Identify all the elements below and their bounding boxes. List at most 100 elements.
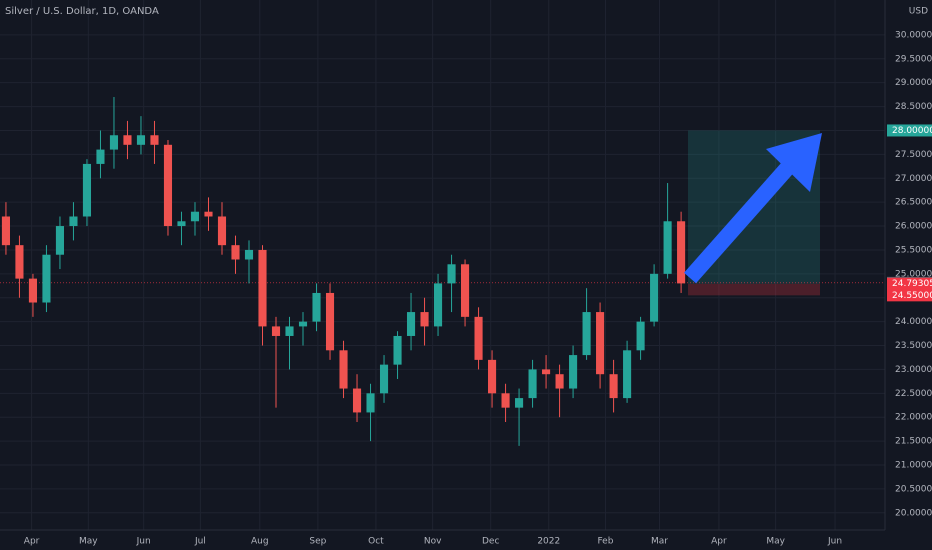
arrow-shaft [684, 159, 796, 284]
candle-body [190, 211, 200, 222]
currency-label: USD [909, 7, 928, 17]
candle-body [650, 273, 659, 322]
y-tick-label: 25.50000 [895, 245, 932, 255]
candle-body [447, 264, 456, 284]
x-tick-label: Aug [251, 537, 269, 547]
candle-body [366, 393, 375, 413]
candle-body [109, 135, 119, 150]
candle-body [339, 350, 348, 389]
candle-body [393, 335, 402, 365]
candles [1, 97, 686, 446]
candle-body [488, 359, 497, 394]
x-tick-label: 2022 [537, 537, 560, 547]
candle-body [285, 326, 294, 336]
price-label-bg [887, 277, 932, 290]
y-tick-label: 29.00000 [895, 78, 932, 88]
x-tick-label: May [766, 537, 785, 547]
price-label-bg [887, 289, 932, 302]
y-tick-label: 24.00000 [895, 317, 932, 327]
candle-body [596, 312, 605, 375]
x-tick-label: Jun [827, 537, 842, 547]
candle-body [636, 321, 645, 351]
candle-body [420, 312, 429, 327]
candle-body [96, 149, 105, 164]
candle-body [258, 249, 267, 327]
y-tick-label: 22.50000 [895, 389, 932, 399]
x-tick-label: Feb [598, 537, 614, 547]
x-tick-label: May [79, 537, 98, 547]
x-tick-label: Dec [482, 537, 499, 547]
y-tick-label: 26.00000 [895, 222, 932, 232]
y-tick-label: 23.50000 [895, 341, 932, 351]
price-label: 24.55000 [892, 291, 932, 301]
candle-body [55, 226, 65, 255]
y-tick-label: 23.00000 [895, 365, 932, 375]
y-tick-label: 20.50000 [895, 484, 932, 494]
y-tick-label: 27.00000 [895, 174, 932, 184]
y-tick-label: 30.00000 [895, 30, 932, 40]
candle-body [555, 374, 564, 389]
candle-body [271, 326, 281, 336]
y-tick-label: 22.00000 [895, 413, 932, 423]
candle-body [42, 254, 51, 303]
candle-body [542, 369, 551, 375]
y-tick-label: 20.00000 [895, 508, 932, 518]
candle-body [298, 321, 308, 327]
y-tick-label: 21.00000 [895, 461, 932, 471]
x-tick-label: Nov [424, 537, 442, 547]
candle-body [474, 316, 483, 360]
candle-body [150, 135, 159, 145]
x-tick-label: Oct [368, 537, 384, 547]
candle-body [406, 312, 416, 336]
candle-body [569, 355, 578, 389]
y-tick-label: 25.00000 [895, 269, 932, 279]
candle-body [15, 245, 24, 279]
y-tick-label: 27.50000 [895, 150, 932, 160]
price-label: 28.00000 [892, 126, 932, 136]
stop-zone [688, 283, 820, 296]
candle-body [582, 312, 591, 356]
y-tick-label: 28.50000 [895, 102, 932, 112]
price-label-bg [887, 124, 932, 137]
candle-body [677, 221, 686, 284]
y-tick-label: 21.50000 [895, 437, 932, 447]
y-tick-label: 29.50000 [895, 54, 932, 64]
grid [0, 0, 885, 530]
candle-body [609, 374, 618, 399]
candle-body [501, 393, 510, 408]
candle-body [231, 245, 240, 260]
candle-body [312, 292, 321, 322]
axes: 20.00000 20.50000 21.00000 21.50000 22.00000… [24, 30, 932, 547]
candle-body [204, 211, 213, 217]
y-tick-label: 26.50000 [895, 198, 932, 208]
candle-body [663, 221, 672, 274]
candle-body [28, 278, 37, 303]
candle-body [177, 221, 186, 227]
candle-body [515, 398, 524, 408]
candle-body [433, 283, 443, 327]
candle-body [217, 216, 227, 246]
candle-body [136, 135, 146, 145]
candle-body [325, 292, 335, 351]
arrow-head [766, 133, 822, 192]
x-tick-label: Jun [136, 537, 151, 547]
x-tick-label: Jul [194, 537, 206, 547]
x-tick-label: Sep [309, 537, 326, 547]
candle-body [379, 364, 389, 394]
arrow [684, 133, 822, 284]
candle-body [82, 163, 92, 217]
chart-title: Silver / U.S. Dollar, 1D, OANDA [5, 6, 159, 17]
x-tick-label: Apr [711, 537, 727, 547]
candle-body [528, 369, 537, 399]
candle-body [352, 388, 362, 413]
price-label: 24.79305 [892, 279, 932, 289]
candle-body [460, 264, 470, 317]
x-tick-label: Apr [24, 537, 40, 547]
candle-body [123, 135, 132, 145]
candle-body [244, 249, 254, 260]
candle-body [69, 216, 78, 227]
candle-body [163, 144, 173, 227]
candle-body [1, 216, 10, 246]
candle-body [623, 350, 632, 399]
